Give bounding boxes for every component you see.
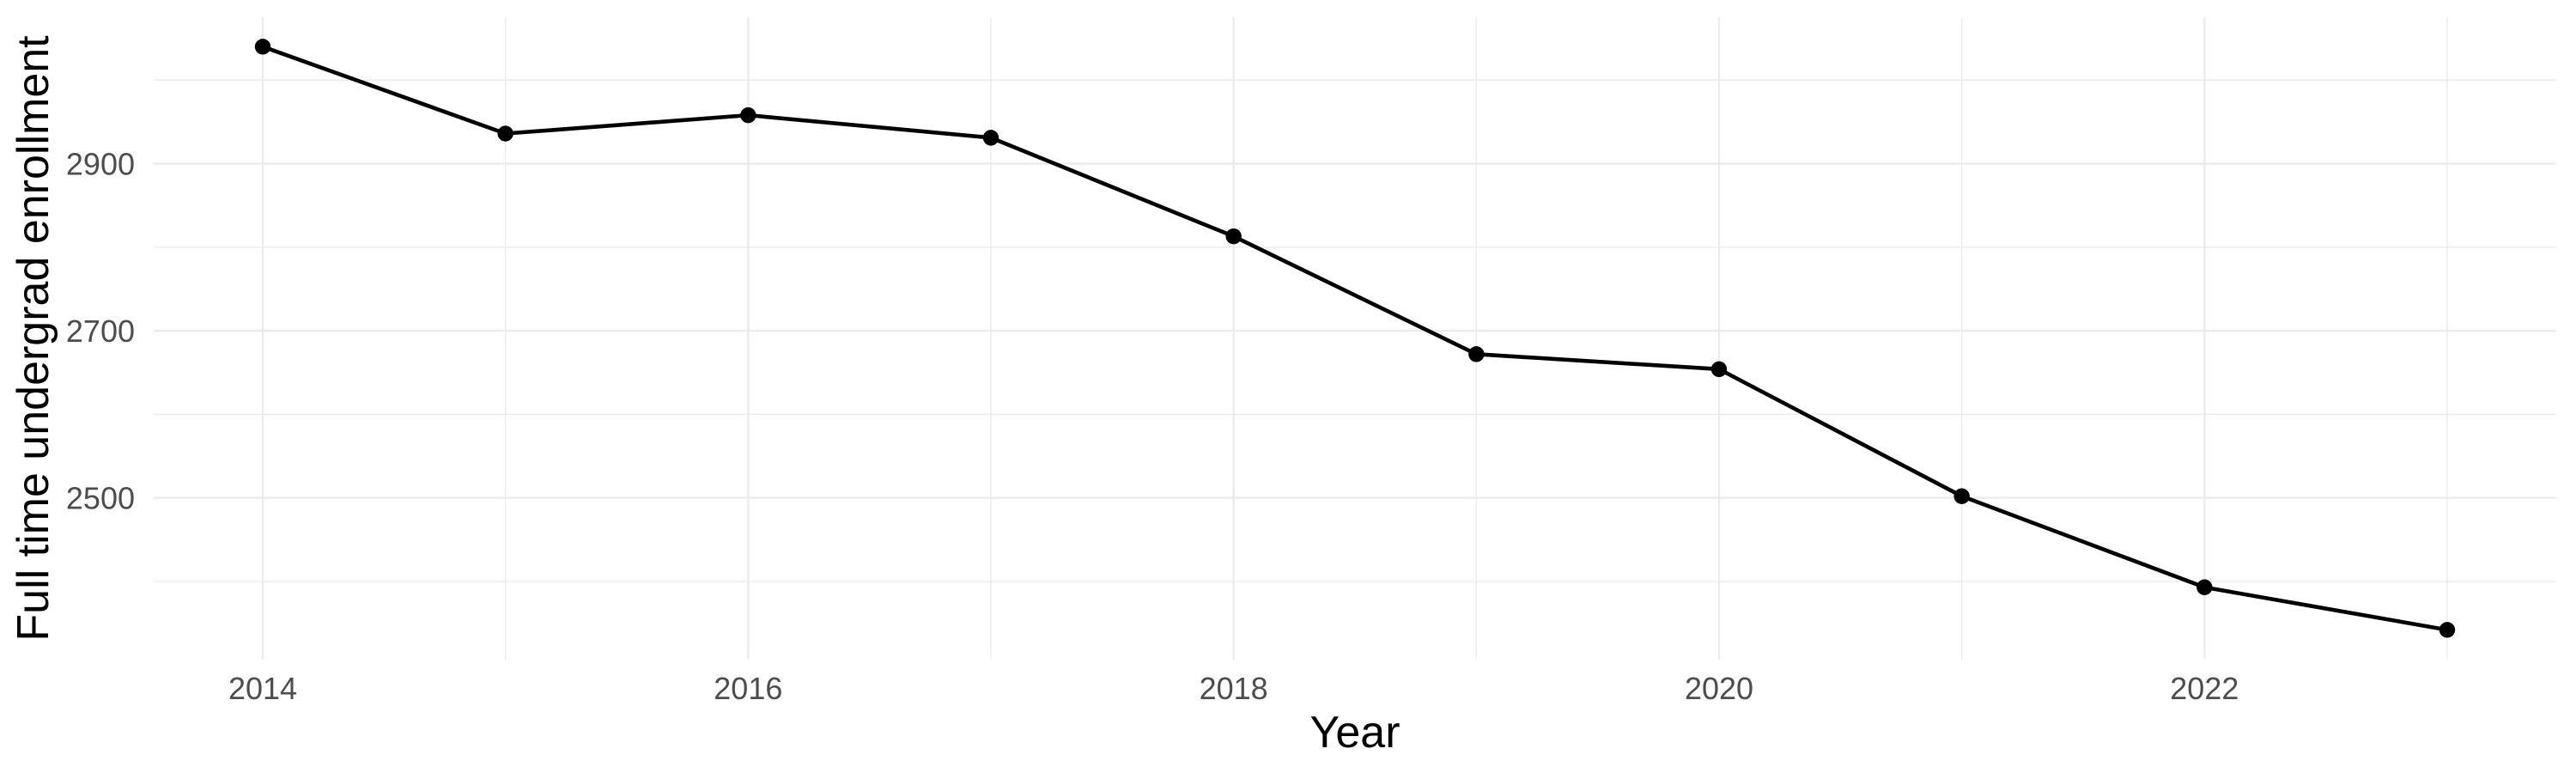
minor-gridlines [153,17,2557,660]
x-tick-label-2022: 2022 [2170,671,2239,706]
x-tick-label-2016: 2016 [714,671,782,706]
data-point-2015 [497,125,513,142]
data-point-2019 [1468,346,1485,362]
major-gridlines [153,17,2557,660]
y-axis-title: Full time undergrad enrollment [9,35,58,642]
x-axis-tick-labels: 2014 2016 2018 2020 2022 [228,671,2239,706]
data-point-2018 [1225,228,1242,245]
data-point-2022 [2196,579,2213,595]
y-tick-label-2500: 2500 [66,481,135,516]
data-point-2017 [982,130,999,146]
data-point-2020 [1710,361,1728,378]
x-axis-title: Year [1309,708,1400,758]
y-axis-tick-labels: 2500 2700 2900 [66,147,135,516]
data-point-2021 [1953,488,1970,504]
x-tick-label-2018: 2018 [1200,671,1268,706]
data-point-2014 [254,39,271,55]
enrollment-line [262,45,2448,632]
data-point-2023 [2439,622,2456,638]
data-point-2016 [740,107,756,124]
enrollment-points [254,39,2456,638]
series-line [262,45,2448,632]
x-tick-label-2020: 2020 [1685,671,1753,706]
x-tick-label-2014: 2014 [228,671,297,706]
y-tick-label-2700: 2700 [66,313,135,349]
y-tick-label-2900: 2900 [66,147,135,182]
